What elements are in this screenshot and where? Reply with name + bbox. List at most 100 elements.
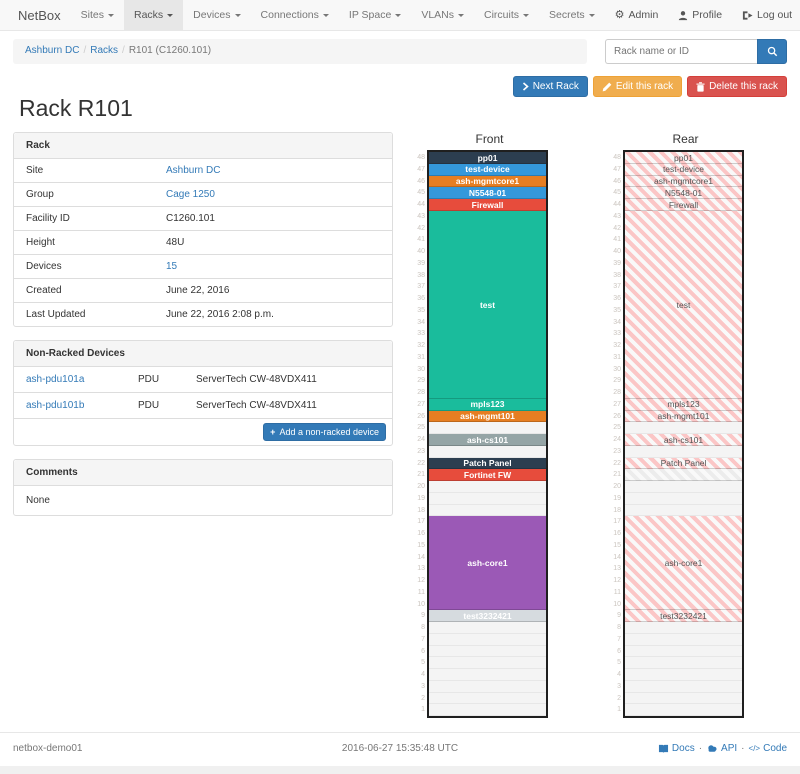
rack-search: [605, 39, 787, 64]
search-input[interactable]: [605, 39, 757, 64]
comments-panel: Comments None: [13, 459, 393, 516]
rack-unit-device-ash-cs101[interactable]: ash-cs101: [429, 434, 546, 446]
unit-number: 18: [417, 506, 425, 514]
rack-unit-device-ash-mgmtcore1[interactable]: ash-mgmtcore1: [429, 175, 546, 188]
next-rack-button[interactable]: Next Rack: [512, 76, 588, 97]
rack-unit-device-test-device[interactable]: test-device: [625, 163, 742, 176]
nav-item-circuits[interactable]: Circuits: [474, 0, 539, 30]
unit-number: 4: [617, 671, 621, 678]
rack-unit-empty: [429, 669, 546, 681]
unit-number: 19: [417, 494, 425, 502]
breadcrumb-item-ashburn-dc[interactable]: Ashburn DC: [25, 45, 80, 56]
attr-value-link[interactable]: Cage 1250: [166, 189, 215, 200]
nav-item-label: Secrets: [549, 9, 585, 21]
edit-rack-button[interactable]: Edit this rack: [592, 76, 683, 97]
device-link-ash-pdu101a[interactable]: ash-pdu101a: [26, 374, 85, 385]
nav-item-secrets[interactable]: Secrets: [539, 0, 605, 30]
unit-number: 15: [417, 541, 425, 549]
unit-number: 11: [613, 588, 621, 596]
nav-item-racks[interactable]: Racks: [123, 0, 184, 30]
unit-number: 17: [417, 518, 425, 526]
rack-unit-device[interactable]: [625, 469, 742, 481]
rack-unit-label: ash-cs101: [466, 434, 509, 445]
unit-number: 33: [613, 330, 621, 338]
attr-label: Group: [26, 189, 54, 200]
rack-unit-device-mpls123[interactable]: mpls123: [429, 398, 546, 411]
rack-unit-device-mpls123[interactable]: mpls123: [625, 398, 742, 411]
rack-unit-device-test[interactable]: test: [429, 210, 546, 399]
unit-number: 3: [421, 682, 425, 690]
unit-number: 46: [417, 177, 425, 185]
unit-number: 27: [613, 400, 621, 408]
search-button[interactable]: [757, 39, 787, 64]
rack-unit-label: Fortinet FW: [463, 469, 512, 480]
rack-unit-device-pp01[interactable]: pp01: [625, 152, 742, 164]
rack-unit-device-test3232421[interactable]: test3232421: [625, 610, 742, 622]
rack-unit-device-pp01[interactable]: pp01: [429, 152, 546, 164]
rack-unit-label: N5548-01: [468, 187, 507, 198]
unit-number: 42: [613, 224, 621, 232]
nav-item-admin[interactable]: ⚙ Admin: [605, 0, 669, 30]
unit-number: 36: [417, 295, 425, 302]
chevron-down-icon: [588, 13, 595, 17]
footer-link-api[interactable]: API: [706, 743, 737, 754]
pencil-icon: [602, 82, 612, 92]
rack-unit-device-n5548-01[interactable]: N5548-01: [625, 187, 742, 199]
nav-item-label: Circuits: [484, 9, 520, 21]
rack-unit-device-test-device[interactable]: test-device: [429, 163, 546, 176]
rack-unit-device-fortinet-fw[interactable]: Fortinet FW: [429, 469, 546, 481]
nav-item-ip-space[interactable]: IP Space: [339, 0, 411, 30]
rack-unit-device-patch-panel[interactable]: Patch Panel: [429, 457, 546, 470]
nav-item-profile[interactable]: Profile: [668, 0, 732, 30]
nav-item-label: Devices: [193, 9, 231, 21]
nav-item-log-out[interactable]: Log out: [732, 0, 800, 30]
delete-rack-button[interactable]: Delete this rack: [687, 76, 787, 97]
rack-unit-device-ash-cs101[interactable]: ash-cs101: [625, 434, 742, 446]
attr-value: Ashburn DC: [154, 159, 232, 182]
rack-unit-device-ash-mgmtcore1[interactable]: ash-mgmtcore1: [625, 175, 742, 188]
attr-value-link[interactable]: Ashburn DC: [166, 165, 221, 176]
footer-link-label: API: [721, 743, 738, 754]
logout-icon: [742, 10, 753, 21]
rack-unit-label: pp01: [674, 152, 693, 163]
rack-unit-device-ash-core1[interactable]: ash-core1: [625, 516, 742, 611]
rack-unit-empty: [625, 633, 742, 646]
unit-number: 17: [613, 518, 621, 526]
rack-unit-device-ash-core1[interactable]: ash-core1: [429, 516, 546, 611]
nav-item-label: Racks: [133, 9, 164, 21]
rack-unit-device-firewall[interactable]: Firewall: [429, 199, 546, 211]
footer-strip: [0, 766, 800, 774]
device-role: PDU: [138, 374, 160, 385]
nav-item-devices[interactable]: Devices: [183, 0, 250, 30]
netbox-brand[interactable]: NetBox: [18, 7, 61, 23]
attr-value: 15: [154, 255, 189, 278]
device-link-ash-pdu101b[interactable]: ash-pdu101b: [26, 400, 85, 411]
rack-unit-device-patch-panel[interactable]: Patch Panel: [625, 457, 742, 470]
rack-unit-device-n5548-01[interactable]: N5548-01: [429, 187, 546, 199]
rack-unit-empty: [625, 680, 742, 693]
nav-item-vlans[interactable]: VLANs: [411, 0, 474, 30]
device-name: ash-pdu101a: [14, 367, 126, 392]
rack-unit-label: test: [479, 299, 496, 310]
footer-link-code[interactable]: </> Code: [749, 743, 787, 754]
add-nonracked-device-button[interactable]: + Add a non-racked device: [263, 423, 386, 441]
footer-link-docs[interactable]: Docs: [658, 743, 695, 754]
breadcrumb-item-racks[interactable]: Racks: [90, 45, 119, 56]
nav-user-menu: ⚙ Admin Profile Log out: [605, 0, 800, 30]
rack-unit-device-test[interactable]: test: [625, 210, 742, 399]
front-elevation: Front 48 47 46 45 44 43 42 41 40 39 38 37 36 35 34 33 32…: [414, 132, 550, 718]
rack-unit-device-firewall[interactable]: Firewall: [625, 199, 742, 211]
rack-unit-label: mpls123: [470, 399, 505, 410]
rack-unit-empty: [625, 504, 742, 517]
rack-unit-label: Firewall: [471, 199, 504, 210]
unit-number: 34: [613, 318, 621, 326]
attr-label: Devices: [26, 261, 62, 272]
unit-number: 2: [421, 694, 425, 702]
rack-unit-device-test3232421[interactable]: test3232421: [429, 610, 546, 622]
attr-value-link[interactable]: 15: [166, 261, 178, 272]
rack-unit-device-ash-mgmt101[interactable]: ash-mgmt101: [429, 410, 546, 423]
nav-item-sites[interactable]: Sites: [71, 0, 124, 30]
rack-unit-device-ash-mgmt101[interactable]: ash-mgmt101: [625, 410, 742, 423]
unit-number: 16: [613, 530, 621, 537]
nav-item-connections[interactable]: Connections: [251, 0, 339, 30]
